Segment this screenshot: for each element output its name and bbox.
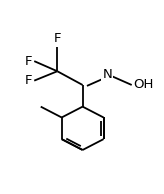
Text: F: F bbox=[25, 55, 32, 68]
Text: F: F bbox=[54, 32, 61, 45]
Text: OH: OH bbox=[133, 78, 154, 92]
Text: F: F bbox=[25, 74, 32, 87]
Text: N: N bbox=[102, 68, 112, 81]
